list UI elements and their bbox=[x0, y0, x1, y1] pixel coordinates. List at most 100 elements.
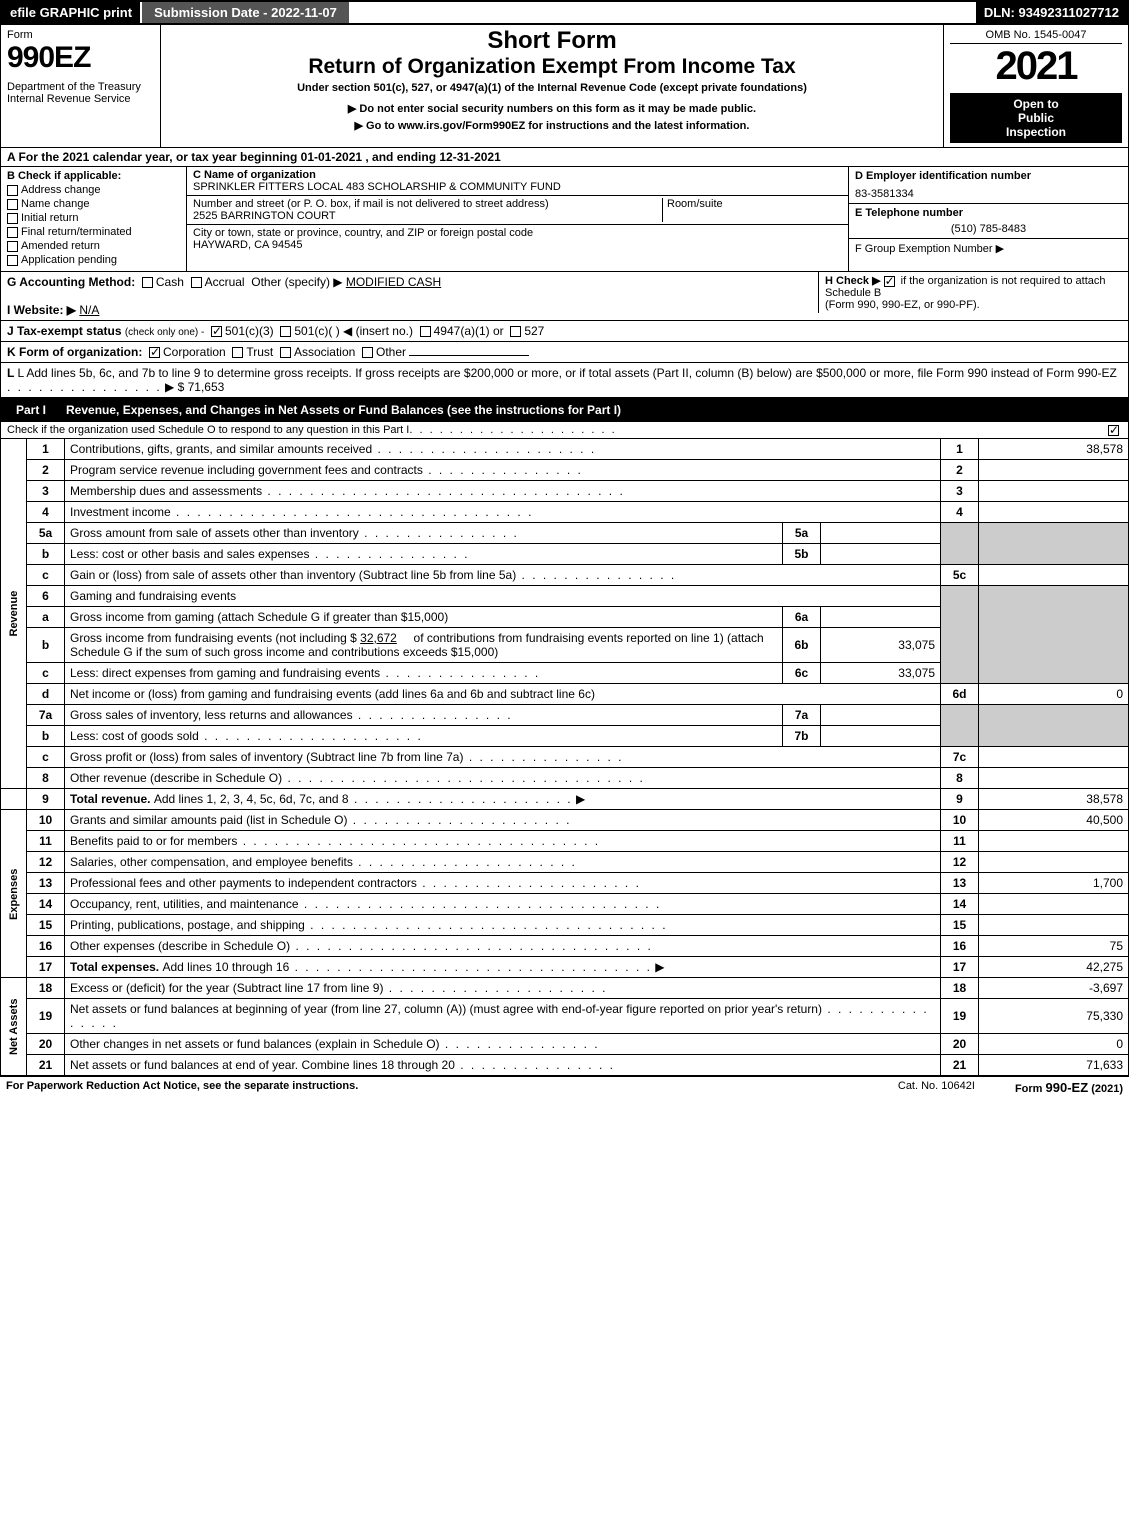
line-2-val bbox=[979, 460, 1129, 481]
line-13-desc: Professional fees and other payments to … bbox=[70, 876, 417, 890]
chk-501c3[interactable] bbox=[211, 326, 222, 337]
lbl-other-specify: Other (specify) ▶ bbox=[251, 275, 342, 289]
lbl-initial-return: Initial return bbox=[21, 212, 78, 224]
line-6a-sval bbox=[821, 607, 941, 628]
tax-year: 2021 bbox=[950, 44, 1122, 89]
line-7b-desc: Less: cost of goods sold bbox=[70, 729, 199, 743]
tel-value: (510) 785-8483 bbox=[855, 223, 1122, 235]
lbl-501c3: 501(c)(3) bbox=[225, 324, 274, 338]
lbl-accrual: Accrual bbox=[205, 275, 245, 289]
dept-treasury: Department of the Treasury bbox=[7, 81, 154, 93]
form-word: Form bbox=[7, 29, 154, 41]
line-15-val bbox=[979, 915, 1129, 936]
subtitle: Under section 501(c), 527, or 4947(a)(1)… bbox=[165, 82, 939, 94]
website-value: N/A bbox=[79, 303, 99, 317]
col-b-checkboxes: B Check if applicable: Address change Na… bbox=[1, 167, 187, 271]
chk-527[interactable] bbox=[510, 326, 521, 337]
lbl-association: Association bbox=[294, 345, 355, 359]
footer: For Paperwork Reduction Act Notice, see … bbox=[0, 1076, 1129, 1098]
org-name: SPRINKLER FITTERS LOCAL 483 SCHOLARSHIP … bbox=[193, 181, 561, 193]
chk-initial-return[interactable] bbox=[7, 213, 18, 224]
line-3-rnum: 3 bbox=[941, 481, 979, 502]
line-5c-desc: Gain or (loss) from sale of assets other… bbox=[70, 568, 516, 582]
line-7c-val bbox=[979, 747, 1129, 768]
line-6c-desc: Less: direct expenses from gaming and fu… bbox=[70, 666, 380, 680]
room-label: Room/suite bbox=[667, 198, 842, 210]
chk-address-change[interactable] bbox=[7, 185, 18, 196]
line-19-desc: Net assets or fund balances at beginning… bbox=[70, 1002, 822, 1016]
part-1-label: Part I bbox=[6, 401, 56, 419]
city-label: City or town, state or province, country… bbox=[193, 227, 842, 239]
row-k-form-org: K Form of organization: Corporation Trus… bbox=[0, 342, 1129, 363]
line-11-desc: Benefits paid to or for members bbox=[70, 834, 237, 848]
chk-name-change[interactable] bbox=[7, 199, 18, 210]
line-15-num: 15 bbox=[27, 915, 65, 936]
line-9-num: 9 bbox=[27, 789, 65, 810]
line-6a-snum: 6a bbox=[783, 607, 821, 628]
lbl-527: 527 bbox=[524, 324, 544, 338]
line-6b-sval: 33,075 bbox=[821, 628, 941, 663]
lbl-4947: 4947(a)(1) or bbox=[434, 324, 504, 338]
efile-print-label[interactable]: efile GRAPHIC print bbox=[2, 2, 140, 23]
top-bar: efile GRAPHIC print Submission Date - 20… bbox=[0, 0, 1129, 25]
line-9-rnum: 9 bbox=[941, 789, 979, 810]
l-text: L Add lines 5b, 6c, and 7b to line 9 to … bbox=[17, 366, 1116, 380]
dept-irs: Internal Revenue Service bbox=[7, 93, 154, 105]
line-20-desc: Other changes in net assets or fund bala… bbox=[70, 1037, 440, 1051]
tel-label: E Telephone number bbox=[855, 207, 1122, 219]
line-2-rnum: 2 bbox=[941, 460, 979, 481]
line-21-val: 71,633 bbox=[979, 1055, 1129, 1076]
note-ssn: ▶ Do not enter social security numbers o… bbox=[165, 102, 939, 115]
note-link[interactable]: ▶ Go to www.irs.gov/Form990EZ for instru… bbox=[165, 119, 939, 132]
section-a-tax-year: A For the 2021 calendar year, or tax yea… bbox=[0, 148, 1129, 167]
chk-501c[interactable] bbox=[280, 326, 291, 337]
line-1-val: 38,578 bbox=[979, 439, 1129, 460]
ein-value: 83-3581334 bbox=[855, 188, 1122, 200]
chk-final-return[interactable] bbox=[7, 227, 18, 238]
chk-cash[interactable] bbox=[142, 277, 153, 288]
chk-association[interactable] bbox=[280, 347, 291, 358]
line-1-num: 1 bbox=[27, 439, 65, 460]
ein-label: D Employer identification number bbox=[855, 170, 1122, 182]
chk-trust[interactable] bbox=[232, 347, 243, 358]
line-5a-desc: Gross amount from sale of assets other t… bbox=[70, 526, 359, 540]
chk-schedule-b[interactable] bbox=[884, 276, 895, 287]
line-12-val bbox=[979, 852, 1129, 873]
line-18-rnum: 18 bbox=[941, 978, 979, 999]
line-11-rnum: 11 bbox=[941, 831, 979, 852]
org-city: HAYWARD, CA 94545 bbox=[193, 239, 842, 251]
line-13-rnum: 13 bbox=[941, 873, 979, 894]
line-6d-rnum: 6d bbox=[941, 684, 979, 705]
line-4-desc: Investment income bbox=[70, 505, 171, 519]
line-14-desc: Occupancy, rent, utilities, and maintena… bbox=[70, 897, 299, 911]
chk-other-org[interactable] bbox=[362, 347, 373, 358]
line-7c-rnum: 7c bbox=[941, 747, 979, 768]
part-1-header: Part I Revenue, Expenses, and Changes in… bbox=[0, 398, 1129, 422]
line-5a-num: 5a bbox=[27, 523, 65, 544]
line-7b-num: b bbox=[27, 726, 65, 747]
line-14-num: 14 bbox=[27, 894, 65, 915]
line-11-val bbox=[979, 831, 1129, 852]
chk-corporation[interactable] bbox=[149, 347, 160, 358]
chk-accrual[interactable] bbox=[191, 277, 202, 288]
chk-application-pending[interactable] bbox=[7, 255, 18, 266]
chk-schedule-o[interactable] bbox=[1108, 425, 1119, 436]
chk-4947[interactable] bbox=[420, 326, 431, 337]
j-sub: (check only one) - bbox=[125, 327, 204, 338]
h-text2: (Form 990, 990-EZ, or 990-PF). bbox=[825, 299, 980, 311]
row-j-tax-status: J Tax-exempt status (check only one) - 5… bbox=[0, 321, 1129, 342]
line-6d-val: 0 bbox=[979, 684, 1129, 705]
line-17-rnum: 17 bbox=[941, 957, 979, 978]
line-8-rnum: 8 bbox=[941, 768, 979, 789]
line-12-num: 12 bbox=[27, 852, 65, 873]
line-5b-snum: 5b bbox=[783, 544, 821, 565]
line-3-num: 3 bbox=[27, 481, 65, 502]
h-label: H Check ▶ bbox=[825, 275, 881, 287]
line-19-num: 19 bbox=[27, 999, 65, 1034]
line-21-desc: Net assets or fund balances at end of ye… bbox=[70, 1058, 455, 1072]
line-21-rnum: 21 bbox=[941, 1055, 979, 1076]
line-5b-num: b bbox=[27, 544, 65, 565]
line-6a-num: a bbox=[27, 607, 65, 628]
chk-amended-return[interactable] bbox=[7, 241, 18, 252]
line-3-val bbox=[979, 481, 1129, 502]
